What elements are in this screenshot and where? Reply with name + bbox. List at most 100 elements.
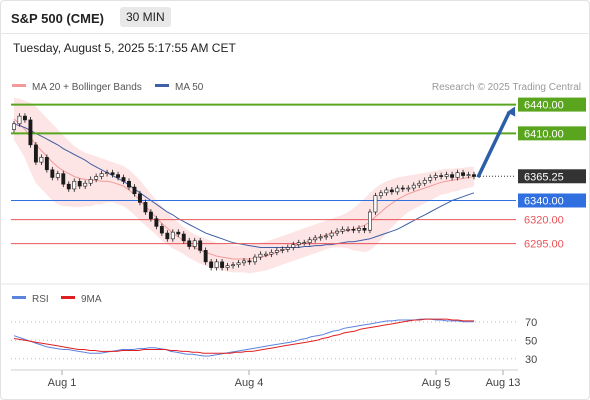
candle — [307, 239, 312, 243]
candle — [105, 172, 110, 174]
candle — [88, 179, 93, 184]
timeframe-button[interactable]: 30 MIN — [120, 7, 171, 27]
rsi-tick-70: 70 — [525, 317, 537, 329]
candle — [154, 218, 159, 227]
candle — [346, 228, 350, 231]
candle — [296, 242, 301, 245]
projection-arrow-shaft — [476, 111, 511, 179]
candle — [192, 240, 197, 247]
candle — [450, 174, 455, 178]
candle — [253, 256, 257, 263]
candle — [181, 233, 186, 242]
candle — [351, 228, 356, 231]
rsi-plot: 70 50 30 — [11, 317, 537, 366]
candle — [44, 157, 49, 171]
level-tag-6410.00 — [518, 126, 586, 141]
rsi-line — [13, 318, 474, 357]
candle — [411, 184, 416, 189]
candle — [12, 123, 16, 130]
candle — [269, 251, 274, 255]
candle — [384, 189, 389, 194]
candle — [329, 232, 334, 237]
timestamp: Tuesday, August 5, 2025 5:17:55 AM CET — [13, 41, 236, 55]
rsi-ma-line — [13, 318, 474, 354]
candle — [99, 173, 104, 177]
rsi-tick-30: 30 — [525, 354, 537, 366]
candle — [242, 260, 246, 264]
candle — [148, 211, 153, 220]
ma20-legend-swatch — [12, 84, 26, 87]
candle — [302, 242, 307, 244]
rsi-legend-label: RSI — [32, 294, 49, 305]
candle — [455, 172, 460, 178]
ma20-legend-label: MA 20 + Bollinger Bands — [32, 82, 142, 93]
candle — [72, 181, 77, 190]
candle — [444, 174, 449, 177]
ma50-legend-label: MA 50 — [175, 82, 204, 93]
rsi-legend-swatch — [12, 296, 26, 299]
candle — [214, 261, 219, 268]
candle — [143, 202, 148, 213]
candle — [433, 175, 438, 178]
candle — [94, 176, 99, 180]
level-label-6320.00: 6320.00 — [524, 215, 564, 227]
candle — [110, 172, 115, 175]
x-tick-label: Aug 13 — [486, 377, 521, 389]
candle — [368, 211, 372, 231]
x-axis: Aug 1 Aug 4 Aug 5 Aug 13 — [48, 370, 521, 389]
ma50-line — [13, 123, 475, 248]
candle — [132, 186, 137, 195]
instrument-title: S&P 500 (CME) — [11, 11, 104, 26]
candle — [258, 253, 263, 258]
candle — [220, 261, 225, 268]
price-plot: 6440.00 6410.00 6340.00 6320.00 6295.00 6365.… — [11, 97, 586, 274]
candle — [417, 182, 422, 186]
level-tag-6440.00 — [518, 97, 586, 112]
candle — [340, 228, 345, 232]
bollinger-band — [14, 97, 474, 274]
candle — [400, 187, 405, 190]
candle — [461, 172, 465, 176]
candle — [165, 232, 170, 240]
candle — [291, 244, 296, 248]
candle — [23, 115, 27, 121]
last-price-label: 6365.25 — [524, 171, 564, 183]
candle — [138, 193, 142, 203]
candle — [187, 240, 192, 247]
x-tick-label: Aug 5 — [422, 377, 451, 389]
rsi-tick-50: 50 — [525, 335, 537, 347]
x-tick-label: Aug 4 — [235, 377, 264, 389]
level-label-6410.00: 6410.00 — [524, 128, 564, 140]
candle — [61, 173, 66, 185]
x-tick-label: Aug 1 — [48, 377, 77, 389]
candle — [466, 174, 471, 176]
candle — [362, 227, 367, 231]
candle — [121, 177, 126, 182]
candle — [428, 177, 433, 181]
header-divider — [0, 33, 590, 34]
candle — [439, 175, 444, 177]
candle — [378, 192, 383, 196]
candle — [209, 261, 214, 268]
candle — [66, 183, 71, 190]
level-tag-6340.00 — [518, 193, 586, 208]
ma50-legend-swatch — [155, 84, 169, 87]
candle — [247, 260, 252, 263]
candle — [280, 249, 285, 251]
level-label-6340.00: 6340.00 — [524, 195, 564, 207]
candle — [170, 231, 175, 240]
candle — [318, 236, 323, 239]
candle — [198, 240, 203, 251]
candle — [274, 250, 279, 253]
level-label-6295.00: 6295.00 — [524, 239, 564, 251]
candle — [55, 173, 60, 178]
candle — [39, 157, 44, 163]
candle — [263, 253, 268, 256]
candle — [324, 235, 329, 238]
candle — [159, 226, 164, 234]
last-price-tag — [518, 169, 586, 184]
research-credit: Research © 2025 Trading Central — [432, 82, 581, 93]
candle — [357, 227, 361, 231]
candle — [395, 187, 400, 193]
